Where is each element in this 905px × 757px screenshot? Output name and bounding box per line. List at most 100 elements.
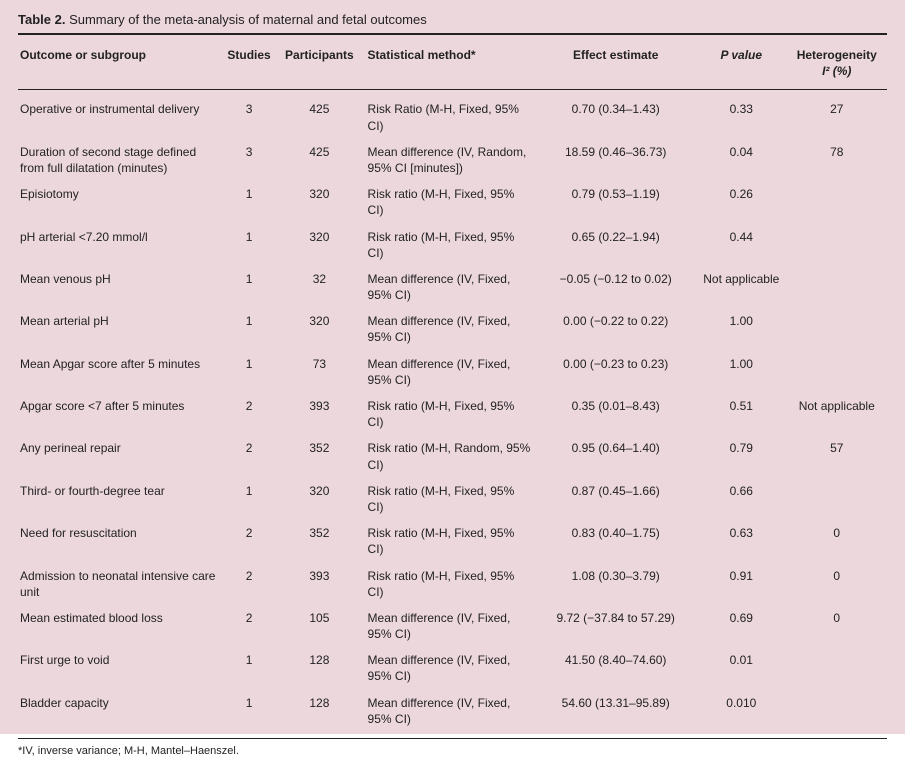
cell-heterogeneity: 0: [786, 605, 887, 647]
cell-outcome: Bladder capacity: [18, 690, 219, 732]
cell-heterogeneity: [786, 690, 887, 732]
cell-participants: 352: [279, 520, 359, 562]
table-footnote: *IV, inverse variance; M-H, Mantel–Haens…: [18, 745, 887, 757]
header-heterogeneity: Heterogeneity I² (%): [786, 43, 887, 83]
cell-outcome: Operative or instrumental delivery: [18, 96, 219, 138]
cell-pvalue: 1.00: [696, 308, 786, 350]
cell-effect: 1.08 (0.30–3.79): [535, 563, 696, 605]
cell-studies: 1: [219, 647, 279, 689]
table-row: Admission to neonatal intensive care uni…: [18, 563, 887, 605]
cell-heterogeneity: 78: [786, 139, 887, 181]
table-row: Mean venous pH132Mean difference (IV, Fi…: [18, 266, 887, 308]
cell-pvalue: 1.00: [696, 351, 786, 393]
cell-participants: 73: [279, 351, 359, 393]
header-het-line1: Heterogeneity: [797, 48, 877, 62]
cell-outcome: Third- or fourth-degree tear: [18, 478, 219, 520]
cell-pvalue: 0.33: [696, 96, 786, 138]
table-row: Need for resuscitation2352Risk ratio (M-…: [18, 520, 887, 562]
bottom-rule: [18, 738, 887, 739]
cell-outcome: First urge to void: [18, 647, 219, 689]
cell-effect: −0.05 (−0.12 to 0.02): [535, 266, 696, 308]
cell-participants: 393: [279, 563, 359, 605]
table-row: Duration of second stage defined from fu…: [18, 139, 887, 181]
cell-effect: 0.00 (−0.23 to 0.23): [535, 351, 696, 393]
cell-pvalue: 0.79: [696, 435, 786, 477]
header-method: Statistical method*: [360, 43, 536, 83]
cell-studies: 1: [219, 308, 279, 350]
table-row: Operative or instrumental delivery3425Ri…: [18, 96, 887, 138]
cell-studies: 2: [219, 563, 279, 605]
cell-outcome: Admission to neonatal intensive care uni…: [18, 563, 219, 605]
cell-studies: 1: [219, 224, 279, 266]
header-rule: [18, 89, 887, 90]
cell-heterogeneity: Not applicable: [786, 393, 887, 435]
cell-heterogeneity: 57: [786, 435, 887, 477]
table-row: pH arterial <7.20 mmol/l1320Risk ratio (…: [18, 224, 887, 266]
data-table-body: Operative or instrumental delivery3425Ri…: [18, 96, 887, 732]
cell-method: Mean difference (IV, Fixed, 95% CI): [360, 690, 536, 732]
cell-participants: 320: [279, 224, 359, 266]
cell-method: Risk ratio (M-H, Fixed, 95% CI): [360, 224, 536, 266]
cell-studies: 1: [219, 478, 279, 520]
cell-effect: 54.60 (13.31–95.89): [535, 690, 696, 732]
cell-outcome: Duration of second stage defined from fu…: [18, 139, 219, 181]
header-row: Outcome or subgroup Studies Participants…: [18, 43, 887, 83]
cell-pvalue: 0.010: [696, 690, 786, 732]
cell-studies: 2: [219, 393, 279, 435]
cell-method: Mean difference (IV, Fixed, 95% CI): [360, 266, 536, 308]
cell-participants: 425: [279, 96, 359, 138]
cell-participants: 128: [279, 647, 359, 689]
cell-pvalue: 0.63: [696, 520, 786, 562]
cell-heterogeneity: 0: [786, 563, 887, 605]
cell-pvalue: 0.69: [696, 605, 786, 647]
meta-analysis-table: Table 2. Summary of the meta-analysis of…: [0, 0, 905, 734]
cell-pvalue: 0.01: [696, 647, 786, 689]
cell-method: Mean difference (IV, Fixed, 95% CI): [360, 351, 536, 393]
cell-heterogeneity: [786, 308, 887, 350]
cell-participants: 105: [279, 605, 359, 647]
cell-outcome: Mean arterial pH: [18, 308, 219, 350]
cell-effect: 0.00 (−0.22 to 0.22): [535, 308, 696, 350]
table-head: Outcome or subgroup Studies Participants…: [18, 43, 887, 83]
cell-outcome: Mean Apgar score after 5 minutes: [18, 351, 219, 393]
cell-pvalue: 0.66: [696, 478, 786, 520]
table-number: Table 2.: [18, 12, 65, 27]
table-row: Episiotomy1320Risk ratio (M-H, Fixed, 95…: [18, 181, 887, 223]
table-row: Mean Apgar score after 5 minutes173Mean …: [18, 351, 887, 393]
cell-participants: 128: [279, 690, 359, 732]
header-het-line2: I² (%): [822, 64, 851, 78]
cell-outcome: Mean estimated blood loss: [18, 605, 219, 647]
cell-studies: 2: [219, 605, 279, 647]
cell-effect: 0.70 (0.34–1.43): [535, 96, 696, 138]
top-rule: [18, 33, 887, 35]
cell-heterogeneity: 27: [786, 96, 887, 138]
cell-method: Mean difference (IV, Fixed, 95% CI): [360, 605, 536, 647]
table-body: Operative or instrumental delivery3425Ri…: [18, 96, 887, 732]
cell-heterogeneity: [786, 266, 887, 308]
cell-heterogeneity: [786, 351, 887, 393]
cell-outcome: pH arterial <7.20 mmol/l: [18, 224, 219, 266]
cell-method: Risk ratio (M-H, Fixed, 95% CI): [360, 393, 536, 435]
cell-participants: 393: [279, 393, 359, 435]
cell-studies: 2: [219, 520, 279, 562]
cell-method: Mean difference (IV, Fixed, 95% CI): [360, 308, 536, 350]
cell-participants: 320: [279, 478, 359, 520]
table-caption: Summary of the meta-analysis of maternal…: [65, 12, 426, 27]
table-row: Bladder capacity1128Mean difference (IV,…: [18, 690, 887, 732]
cell-effect: 0.79 (0.53–1.19): [535, 181, 696, 223]
cell-method: Risk ratio (M-H, Fixed, 95% CI): [360, 520, 536, 562]
cell-pvalue: 0.04: [696, 139, 786, 181]
cell-outcome: Episiotomy: [18, 181, 219, 223]
table-row: Apgar score <7 after 5 minutes2393Risk r…: [18, 393, 887, 435]
cell-studies: 1: [219, 266, 279, 308]
header-studies: Studies: [219, 43, 279, 83]
cell-participants: 320: [279, 181, 359, 223]
cell-heterogeneity: [786, 647, 887, 689]
cell-studies: 1: [219, 351, 279, 393]
cell-effect: 0.83 (0.40–1.75): [535, 520, 696, 562]
cell-method: Mean difference (IV, Fixed, 95% CI): [360, 647, 536, 689]
cell-method: Risk ratio (M-H, Fixed, 95% CI): [360, 563, 536, 605]
cell-method: Risk ratio (M-H, Random, 95% CI): [360, 435, 536, 477]
header-effect: Effect estimate: [535, 43, 696, 83]
table-title: Table 2. Summary of the meta-analysis of…: [18, 12, 887, 27]
